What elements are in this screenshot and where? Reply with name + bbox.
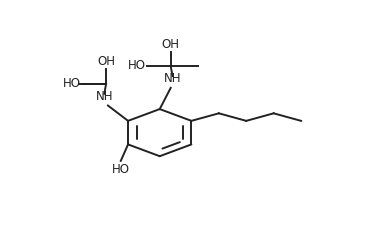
Text: HO: HO bbox=[63, 77, 81, 90]
Text: OH: OH bbox=[97, 55, 115, 68]
Text: NH: NH bbox=[164, 73, 181, 85]
Text: NH: NH bbox=[95, 90, 113, 103]
Text: HO: HO bbox=[128, 59, 146, 73]
Text: HO: HO bbox=[112, 163, 130, 176]
Text: OH: OH bbox=[162, 38, 180, 51]
